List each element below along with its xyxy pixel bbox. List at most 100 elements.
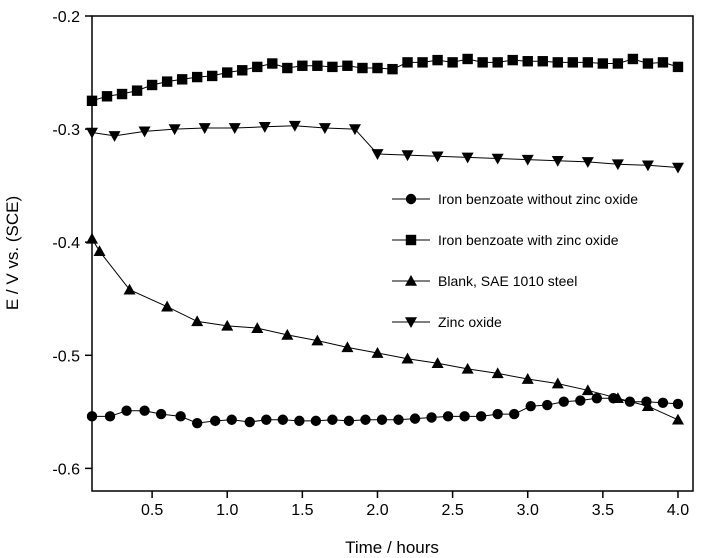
data-point-circle (175, 411, 186, 422)
data-point-square (612, 58, 624, 69)
data-point-square (237, 65, 248, 76)
data-point-triangle-up (251, 322, 264, 333)
data-point-circle (591, 393, 603, 404)
data-point-square (357, 62, 368, 74)
data-point-square (432, 54, 443, 66)
data-point-circle (575, 395, 586, 406)
data-point-circle (310, 415, 322, 427)
data-point-circle (393, 414, 404, 425)
data-point-triangle-up (431, 357, 444, 369)
data-point-triangle-up (371, 347, 384, 358)
data-point-square (447, 57, 458, 68)
data-point-triangle-down (461, 152, 474, 164)
legend-item: Iron benzoate with zinc oxide (392, 232, 619, 248)
data-point-square (161, 76, 173, 87)
data-point-triangle-up (341, 341, 354, 353)
data-point-square (312, 60, 323, 71)
data-point-circle (459, 411, 470, 422)
data-point-square (507, 54, 518, 66)
data-point-square (342, 60, 353, 71)
x-axis-ticks: 0.5 1.0 1.5 2.0 2.5 3.0 3.5 4.0 (141, 491, 689, 519)
data-point-circle (657, 397, 669, 408)
data-point-circle (475, 411, 487, 422)
data-point-square (176, 74, 188, 85)
data-point-triangle-up (401, 352, 414, 364)
data-point-triangle-up (551, 377, 564, 389)
x-tick-label: 0.5 (141, 502, 163, 519)
data-point-square (477, 57, 488, 68)
data-point-square (417, 57, 428, 68)
data-point-square (207, 70, 218, 82)
data-point-square (101, 91, 113, 102)
data-point-square (297, 60, 308, 71)
data-point-triangle-down (108, 131, 121, 142)
data-point-triangle-down (228, 123, 241, 134)
series-triangle-down (86, 120, 684, 174)
plot-area-frame (91, 15, 694, 492)
data-point-square (552, 57, 563, 68)
data-point-square (657, 57, 669, 68)
data-point-triangle-up (93, 245, 106, 257)
series-circle (86, 393, 684, 429)
data-point-square (282, 62, 293, 74)
data-point-triangle-down (371, 149, 384, 160)
data-point-square (627, 53, 639, 65)
data-point-circle (121, 405, 132, 416)
data-point-square (582, 57, 594, 68)
legend: Iron benzoate without zinc oxide Iron ben… (392, 191, 638, 330)
data-point-circle (558, 396, 569, 407)
series-line (91, 58, 679, 102)
legend-marker-square (405, 234, 417, 246)
data-point-square (567, 57, 578, 68)
x-tick-label: 1.0 (216, 502, 238, 519)
data-point-circle (525, 400, 536, 412)
series-triangle-up (86, 232, 684, 425)
data-point-triangle-down (318, 123, 331, 134)
data-point-square (642, 58, 654, 69)
data-point-circle (376, 414, 388, 425)
data-point-square (522, 56, 533, 67)
x-tick-label: 2.5 (441, 502, 463, 519)
data-point-circle (191, 417, 203, 429)
legend-marker-circle (405, 193, 417, 205)
data-point-triangle-down (198, 123, 211, 134)
data-point-circle (442, 411, 454, 422)
data-point-triangle-up (311, 334, 324, 346)
data-point-triangle-down (431, 151, 444, 163)
data-point-square (462, 53, 473, 65)
data-point-triangle-down (168, 124, 181, 136)
legend-label: Iron benzoate with zinc oxide (438, 232, 619, 248)
series-layer (86, 53, 684, 429)
data-point-circle (294, 415, 305, 427)
y-tick-label: -0.6 (52, 461, 80, 478)
data-point-triangle-down (521, 154, 534, 166)
data-point-circle (86, 411, 98, 422)
data-point-triangle-down (581, 157, 594, 168)
x-tick-label: 2.0 (366, 502, 388, 519)
data-point-triangle-up (611, 392, 624, 404)
data-point-circle (210, 415, 221, 427)
data-point-square (492, 57, 503, 68)
data-point-triangle-up (491, 367, 504, 379)
data-point-triangle-up (191, 315, 204, 327)
y-tick-label: -0.2 (52, 9, 80, 26)
data-point-square (131, 85, 143, 96)
data-point-circle (672, 398, 684, 410)
legend-marker-triangle-up (405, 275, 417, 286)
data-point-circle (104, 411, 116, 422)
data-point-triangle-up (671, 413, 684, 425)
data-point-triangle-up (641, 400, 654, 411)
data-point-triangle-up (281, 328, 294, 340)
data-point-triangle-down (138, 126, 151, 138)
legend-label: Iron benzoate without zinc oxide (438, 191, 638, 207)
data-point-triangle-up (161, 300, 174, 312)
data-point-square (372, 62, 383, 74)
data-point-triangle-up (521, 373, 534, 384)
legend-marker-triangle-down (405, 317, 417, 328)
data-point-triangle-down (641, 160, 654, 172)
legend-label: Zinc oxide (438, 314, 502, 330)
data-point-triangle-down (611, 159, 624, 171)
x-tick-label: 1.5 (291, 502, 313, 519)
data-point-square (252, 61, 263, 73)
